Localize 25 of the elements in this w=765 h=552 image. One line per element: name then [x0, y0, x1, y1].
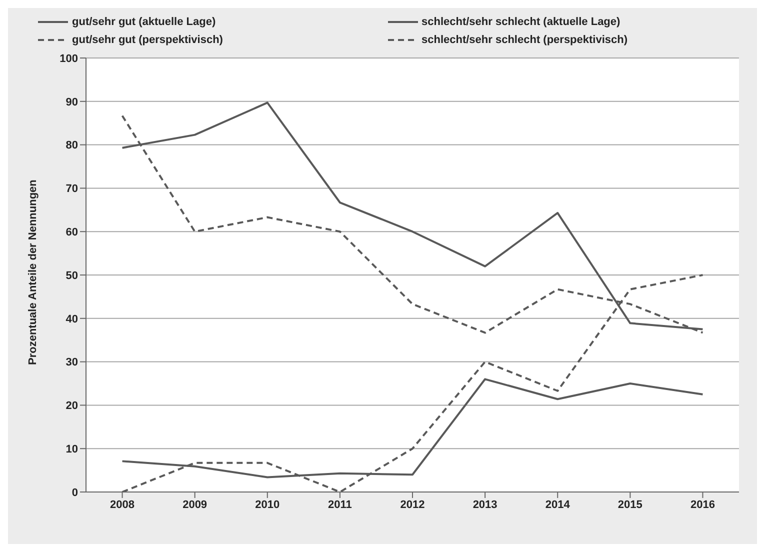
y-tick-label: 30	[66, 356, 78, 369]
x-tick-label: 2016	[690, 498, 715, 511]
y-tick-label: 40	[66, 313, 78, 326]
x-tick-label: 2010	[255, 498, 280, 511]
y-tick-label: 10	[66, 444, 78, 456]
y-tick-label: 80	[66, 140, 78, 152]
y-tick-label: 100	[60, 52, 78, 65]
x-tick-label: 2015	[618, 498, 642, 511]
x-tick-label: 2014	[545, 498, 571, 511]
x-tick-label: 2008	[110, 498, 135, 511]
legend-label: schlecht/sehr schlecht (perspektivisch)	[422, 34, 628, 46]
legend-label: schlecht/sehr schlecht (aktuelle Lage)	[422, 16, 620, 28]
legend-label: gut/sehr gut (perspektivisch)	[72, 34, 223, 46]
y-tick-label: 70	[66, 183, 78, 196]
y-axis-title: Prozentuale Anteile der Nennungen	[26, 179, 39, 365]
y-tick-label: 60	[66, 226, 78, 239]
x-tick-label: 2009	[182, 498, 208, 511]
x-tick-label: 2012	[400, 498, 425, 511]
y-tick-label: 50	[66, 270, 78, 282]
x-tick-label: 2013	[472, 498, 498, 511]
y-tick-label: 0	[72, 486, 78, 499]
x-tick-label: 2011	[328, 498, 352, 511]
y-tick-label: 20	[66, 400, 78, 412]
y-tick-label: 90	[66, 96, 78, 108]
legend-label: gut/sehr gut (aktuelle Lage)	[72, 16, 216, 28]
